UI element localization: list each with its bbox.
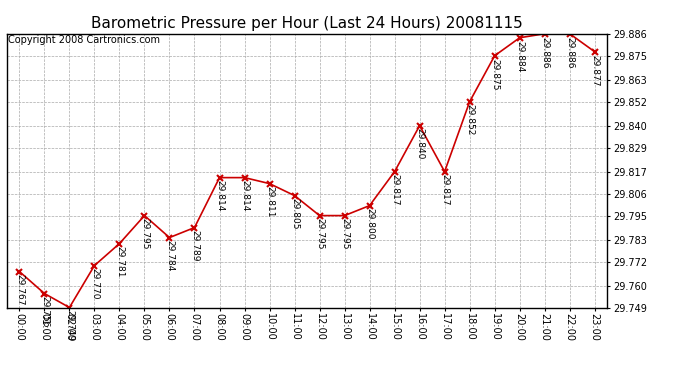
Text: Copyright 2008 Cartronics.com: Copyright 2008 Cartronics.com — [8, 35, 160, 45]
Text: 29.767: 29.767 — [15, 274, 24, 306]
Text: 29.884: 29.884 — [515, 40, 524, 72]
Text: 29.805: 29.805 — [290, 198, 299, 230]
Text: 29.795: 29.795 — [315, 218, 324, 250]
Text: 29.795: 29.795 — [140, 218, 149, 250]
Text: 29.770: 29.770 — [90, 268, 99, 300]
Text: 29.795: 29.795 — [340, 218, 349, 250]
Text: 29.781: 29.781 — [115, 246, 124, 278]
Title: Barometric Pressure per Hour (Last 24 Hours) 20081115: Barometric Pressure per Hour (Last 24 Ho… — [91, 16, 523, 31]
Text: 29.817: 29.817 — [390, 174, 399, 206]
Text: 29.784: 29.784 — [165, 240, 174, 272]
Text: 29.886: 29.886 — [540, 36, 549, 68]
Text: 29.756: 29.756 — [40, 296, 49, 328]
Text: 29.840: 29.840 — [415, 129, 424, 160]
Text: 29.877: 29.877 — [590, 54, 599, 86]
Text: 29.852: 29.852 — [465, 105, 474, 136]
Text: 29.886: 29.886 — [565, 36, 574, 68]
Text: 29.814: 29.814 — [215, 180, 224, 212]
Text: 29.789: 29.789 — [190, 230, 199, 262]
Text: 29.817: 29.817 — [440, 174, 449, 206]
Text: 29.749: 29.749 — [65, 310, 74, 342]
Text: 29.814: 29.814 — [240, 180, 249, 212]
Text: 29.811: 29.811 — [265, 186, 274, 218]
Text: 29.875: 29.875 — [490, 58, 499, 90]
Text: 29.800: 29.800 — [365, 209, 374, 240]
